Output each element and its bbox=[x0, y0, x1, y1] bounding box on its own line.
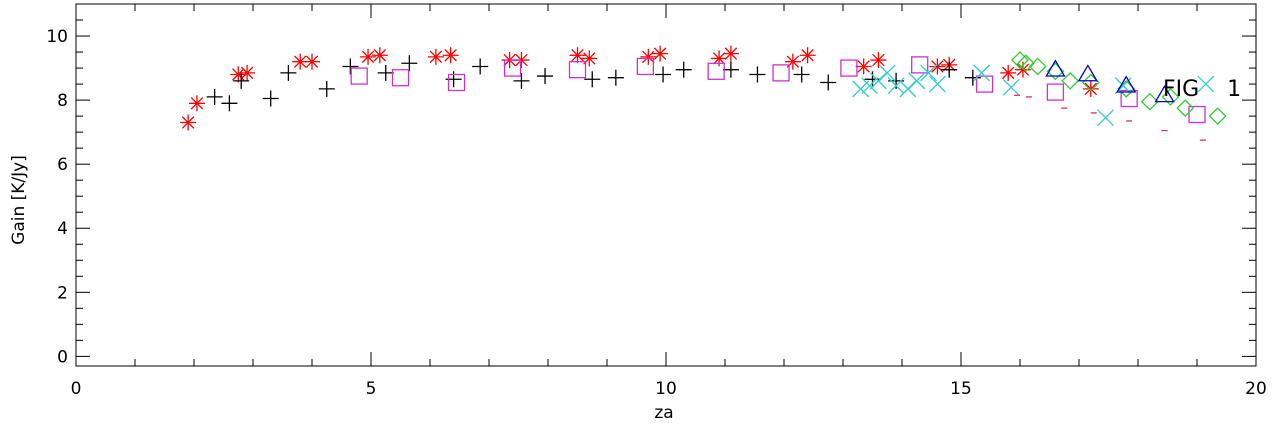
asterisk-point bbox=[180, 114, 197, 131]
cross-point bbox=[1002, 78, 1020, 96]
square-point bbox=[503, 59, 522, 77]
plus-point bbox=[793, 66, 810, 83]
square-point bbox=[636, 57, 654, 76]
y-tick-label: 10 bbox=[46, 27, 68, 47]
square-point bbox=[975, 75, 994, 93]
cross-point bbox=[1097, 109, 1115, 127]
triangle-point bbox=[1045, 59, 1066, 77]
plus-point bbox=[513, 72, 530, 89]
plot-frame bbox=[75, 3, 1257, 367]
asterisk-point bbox=[855, 58, 872, 75]
plus-point bbox=[318, 80, 335, 97]
asterisk-point bbox=[929, 58, 946, 75]
triangle-point bbox=[1154, 85, 1175, 103]
y-tick-label: 8 bbox=[57, 91, 68, 111]
x-tick-label: 10 bbox=[655, 379, 677, 399]
square-point bbox=[911, 56, 929, 74]
cross-point bbox=[920, 64, 938, 82]
square-point bbox=[1120, 89, 1138, 108]
x-tick-label: 20 bbox=[1245, 379, 1267, 399]
square-point bbox=[707, 62, 725, 80]
y-tick-label: 6 bbox=[57, 155, 68, 175]
plus-point bbox=[941, 61, 958, 78]
square-point bbox=[350, 67, 368, 85]
asterisk-point bbox=[442, 47, 459, 64]
asterisk-point bbox=[1014, 61, 1031, 78]
plus-point bbox=[584, 71, 601, 88]
plus-point bbox=[221, 95, 238, 112]
plus-point bbox=[722, 61, 739, 78]
triangle-point bbox=[1116, 75, 1137, 93]
cross-point bbox=[861, 77, 879, 95]
plus-point bbox=[472, 58, 489, 75]
asterisk-point bbox=[799, 47, 816, 64]
plus-point bbox=[377, 64, 394, 81]
cross-point bbox=[908, 72, 926, 90]
plus-point bbox=[655, 66, 672, 83]
cross-point bbox=[878, 64, 896, 82]
diamond-point bbox=[1011, 51, 1029, 69]
x-axis-label: za bbox=[654, 403, 673, 423]
plus-point bbox=[537, 68, 554, 85]
plus-point bbox=[206, 88, 223, 105]
plus-point bbox=[262, 90, 279, 107]
asterisk-point bbox=[870, 52, 887, 69]
asterisk-point bbox=[569, 47, 586, 64]
triangle-point bbox=[1077, 64, 1098, 82]
data-points bbox=[180, 45, 1227, 141]
plus-point bbox=[964, 69, 981, 86]
asterisk-point bbox=[1000, 64, 1017, 81]
asterisk-point bbox=[784, 53, 801, 70]
plot-axes: 0 5 10 15 20 0 2 4 6 8 10 bbox=[46, 3, 1267, 399]
asterisk-point bbox=[371, 47, 388, 64]
diamond-point bbox=[1208, 107, 1227, 126]
cross-point bbox=[1197, 75, 1215, 93]
asterisk-point bbox=[304, 53, 320, 70]
diamond-point bbox=[1028, 57, 1047, 76]
plus-point bbox=[342, 58, 359, 75]
asterisk-point bbox=[427, 48, 444, 65]
x-tick-label: 0 bbox=[71, 379, 82, 399]
square-point bbox=[1188, 105, 1206, 124]
fig-annotation: FIG 1 bbox=[1163, 77, 1241, 102]
plus-point bbox=[749, 66, 766, 83]
diamond-point bbox=[1161, 87, 1180, 106]
plus-point bbox=[675, 61, 692, 78]
asterisk-point bbox=[652, 45, 669, 62]
y-tick-label: 2 bbox=[57, 283, 68, 303]
asterisk-point bbox=[722, 45, 739, 62]
square-point bbox=[1046, 83, 1065, 101]
diamond-point bbox=[1016, 54, 1035, 73]
y-axis-label: Gain [K/Jy] bbox=[9, 155, 29, 245]
square-point bbox=[391, 69, 410, 87]
asterisk-point bbox=[360, 48, 377, 65]
x-tick-label: 15 bbox=[950, 379, 972, 399]
cross-point bbox=[887, 77, 905, 95]
x-tick-label: 5 bbox=[366, 379, 377, 399]
square-point bbox=[840, 59, 858, 77]
cross-point bbox=[852, 80, 870, 98]
diamond-point bbox=[1061, 71, 1080, 90]
asterisk-point bbox=[188, 95, 205, 112]
plus-point bbox=[401, 55, 418, 72]
diamond-point bbox=[1176, 99, 1195, 118]
plus-point bbox=[820, 74, 837, 91]
diamond-point bbox=[1140, 92, 1159, 111]
y-tick-label: 4 bbox=[57, 219, 68, 239]
asterisk-point bbox=[239, 64, 256, 81]
cross-point bbox=[973, 64, 991, 82]
plus-point bbox=[233, 72, 250, 89]
cross-point bbox=[928, 75, 946, 93]
square-point bbox=[568, 61, 587, 79]
y-tick-label: 0 bbox=[57, 347, 68, 367]
plus-point bbox=[607, 69, 624, 86]
square-point bbox=[447, 73, 466, 92]
plus-point bbox=[280, 64, 297, 81]
asterisk-point bbox=[581, 50, 598, 67]
square-point bbox=[772, 64, 790, 82]
asterisk-point bbox=[1082, 80, 1099, 97]
plus-point bbox=[864, 71, 881, 88]
